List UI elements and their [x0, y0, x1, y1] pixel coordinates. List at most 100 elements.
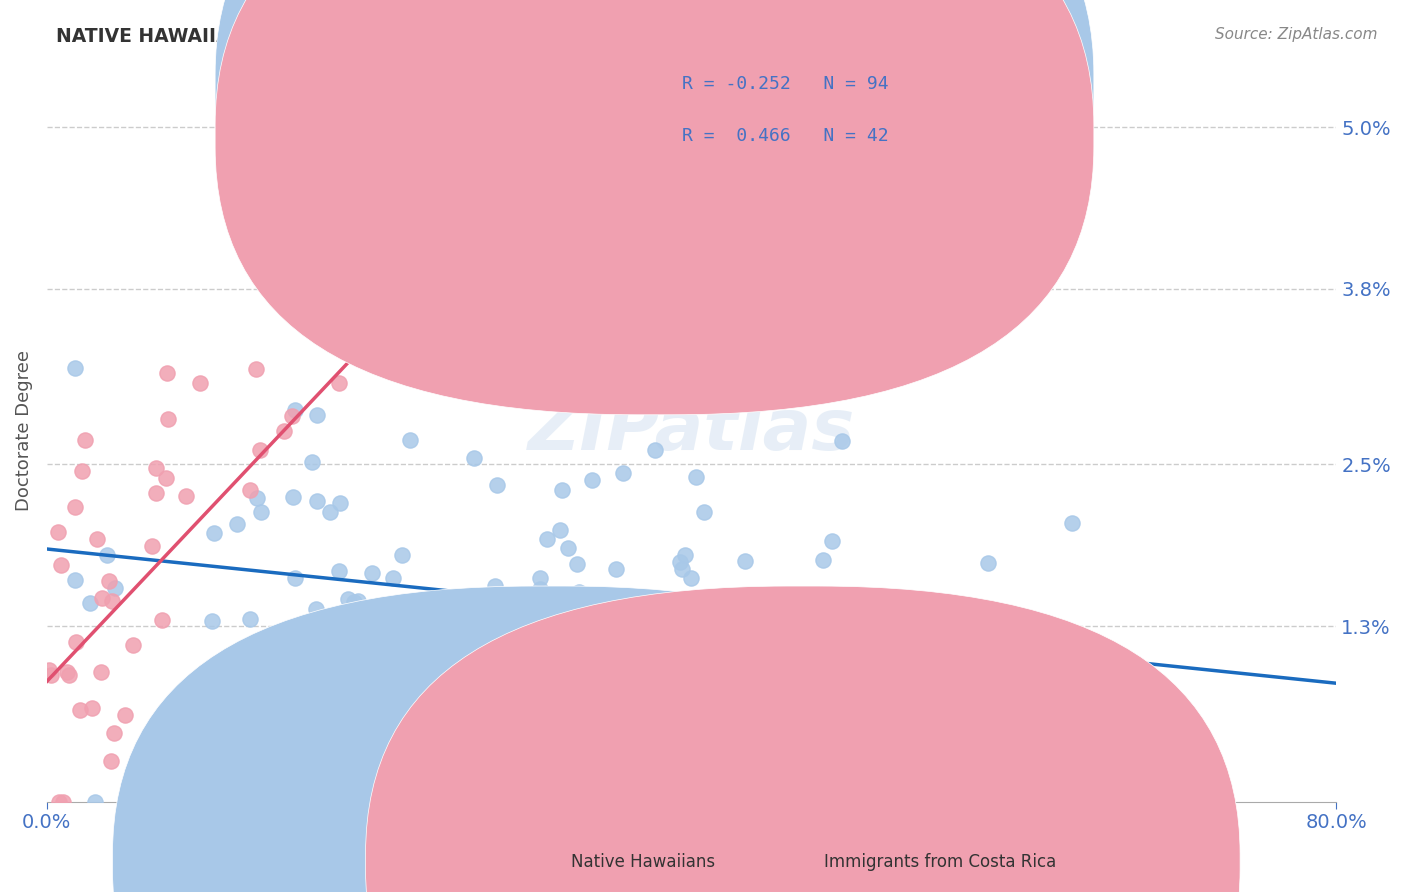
Point: [485, 477, 508, 491]
Point: [233, 655, 256, 669]
Point: [114, 708, 136, 723]
Text: Immigrants from Costa Rica: Immigrants from Costa Rica: [824, 853, 1056, 871]
Point: [630, 691, 652, 706]
Point: [79, 596, 101, 610]
Text: Native Hawaiians: Native Hawaiians: [571, 853, 716, 871]
Point: [83, 795, 105, 809]
Point: [628, 379, 651, 393]
Point: [58, 667, 80, 681]
Point: [411, 742, 433, 756]
Point: [39, 668, 62, 682]
Point: [1066, 753, 1088, 767]
Point: [231, 673, 253, 687]
Point: [845, 739, 868, 753]
Point: [72, 463, 94, 477]
Point: [156, 412, 179, 426]
Point: [470, 716, 492, 731]
Point: [155, 471, 177, 485]
Point: [75, 433, 97, 447]
Point: [886, 704, 908, 718]
Point: [529, 582, 551, 596]
Point: [239, 483, 262, 498]
Point: [977, 556, 1000, 570]
Point: [381, 571, 404, 585]
Point: [82, 701, 104, 715]
Point: [1060, 516, 1083, 531]
Point: [820, 533, 842, 548]
Point: [273, 424, 295, 438]
Point: [101, 593, 124, 607]
Point: [239, 612, 262, 626]
Point: [188, 376, 211, 390]
Point: [49, 558, 72, 572]
Point: [820, 795, 842, 809]
Point: [568, 585, 591, 599]
Point: [156, 366, 179, 380]
Text: Source: ZipAtlas.com: Source: ZipAtlas.com: [1215, 27, 1378, 42]
Point: [204, 525, 226, 540]
Point: [103, 726, 125, 740]
Point: [100, 755, 122, 769]
Point: [831, 434, 853, 448]
Point: [740, 688, 762, 702]
Point: [399, 434, 422, 448]
Point: [97, 574, 120, 588]
Point: [467, 612, 489, 626]
Point: [734, 554, 756, 568]
Point: [307, 494, 329, 508]
Text: R =  0.466   N = 42: R = 0.466 N = 42: [682, 127, 889, 145]
Point: [150, 613, 173, 627]
Point: [481, 607, 503, 621]
Point: [170, 748, 193, 763]
Point: [592, 689, 614, 703]
Point: [548, 524, 571, 538]
Point: [529, 571, 551, 585]
Point: [610, 767, 633, 781]
Point: [318, 505, 340, 519]
Point: [343, 624, 366, 639]
Point: [69, 703, 91, 717]
Point: [284, 571, 307, 585]
Point: [90, 665, 112, 679]
Point: [693, 506, 716, 520]
Point: [685, 470, 707, 484]
Point: [612, 466, 634, 480]
Point: [1024, 702, 1046, 716]
Point: [260, 701, 283, 715]
Point: [48, 795, 70, 809]
Point: [463, 451, 485, 466]
Point: [804, 698, 827, 713]
Point: [245, 362, 267, 376]
Point: [200, 615, 222, 629]
Point: [145, 461, 167, 475]
Point: [531, 770, 554, 784]
Point: [91, 591, 114, 605]
Point: [280, 409, 302, 423]
Point: [46, 524, 69, 539]
Point: [499, 701, 522, 715]
Point: [307, 408, 329, 422]
Point: [669, 555, 692, 569]
Point: [145, 486, 167, 500]
Point: [963, 690, 986, 705]
Point: [339, 633, 361, 648]
Point: [284, 403, 307, 417]
Point: [536, 532, 558, 546]
Point: [679, 571, 702, 585]
Text: NATIVE HAWAIIAN VS IMMIGRANTS FROM COSTA RICA DOCTORATE DEGREE CORRELATION CHART: NATIVE HAWAIIAN VS IMMIGRANTS FROM COSTA…: [56, 27, 1081, 45]
Point: [565, 557, 588, 571]
Point: [174, 489, 197, 503]
Point: [38, 663, 60, 677]
Point: [557, 541, 579, 555]
Point: [284, 639, 307, 653]
Point: [533, 718, 555, 732]
Point: [651, 720, 673, 734]
Point: [550, 483, 572, 497]
Point: [301, 455, 323, 469]
Point: [104, 581, 127, 595]
Point: [484, 579, 506, 593]
Point: [124, 795, 146, 809]
Point: [250, 505, 273, 519]
Point: [246, 491, 269, 506]
Point: [671, 561, 693, 575]
